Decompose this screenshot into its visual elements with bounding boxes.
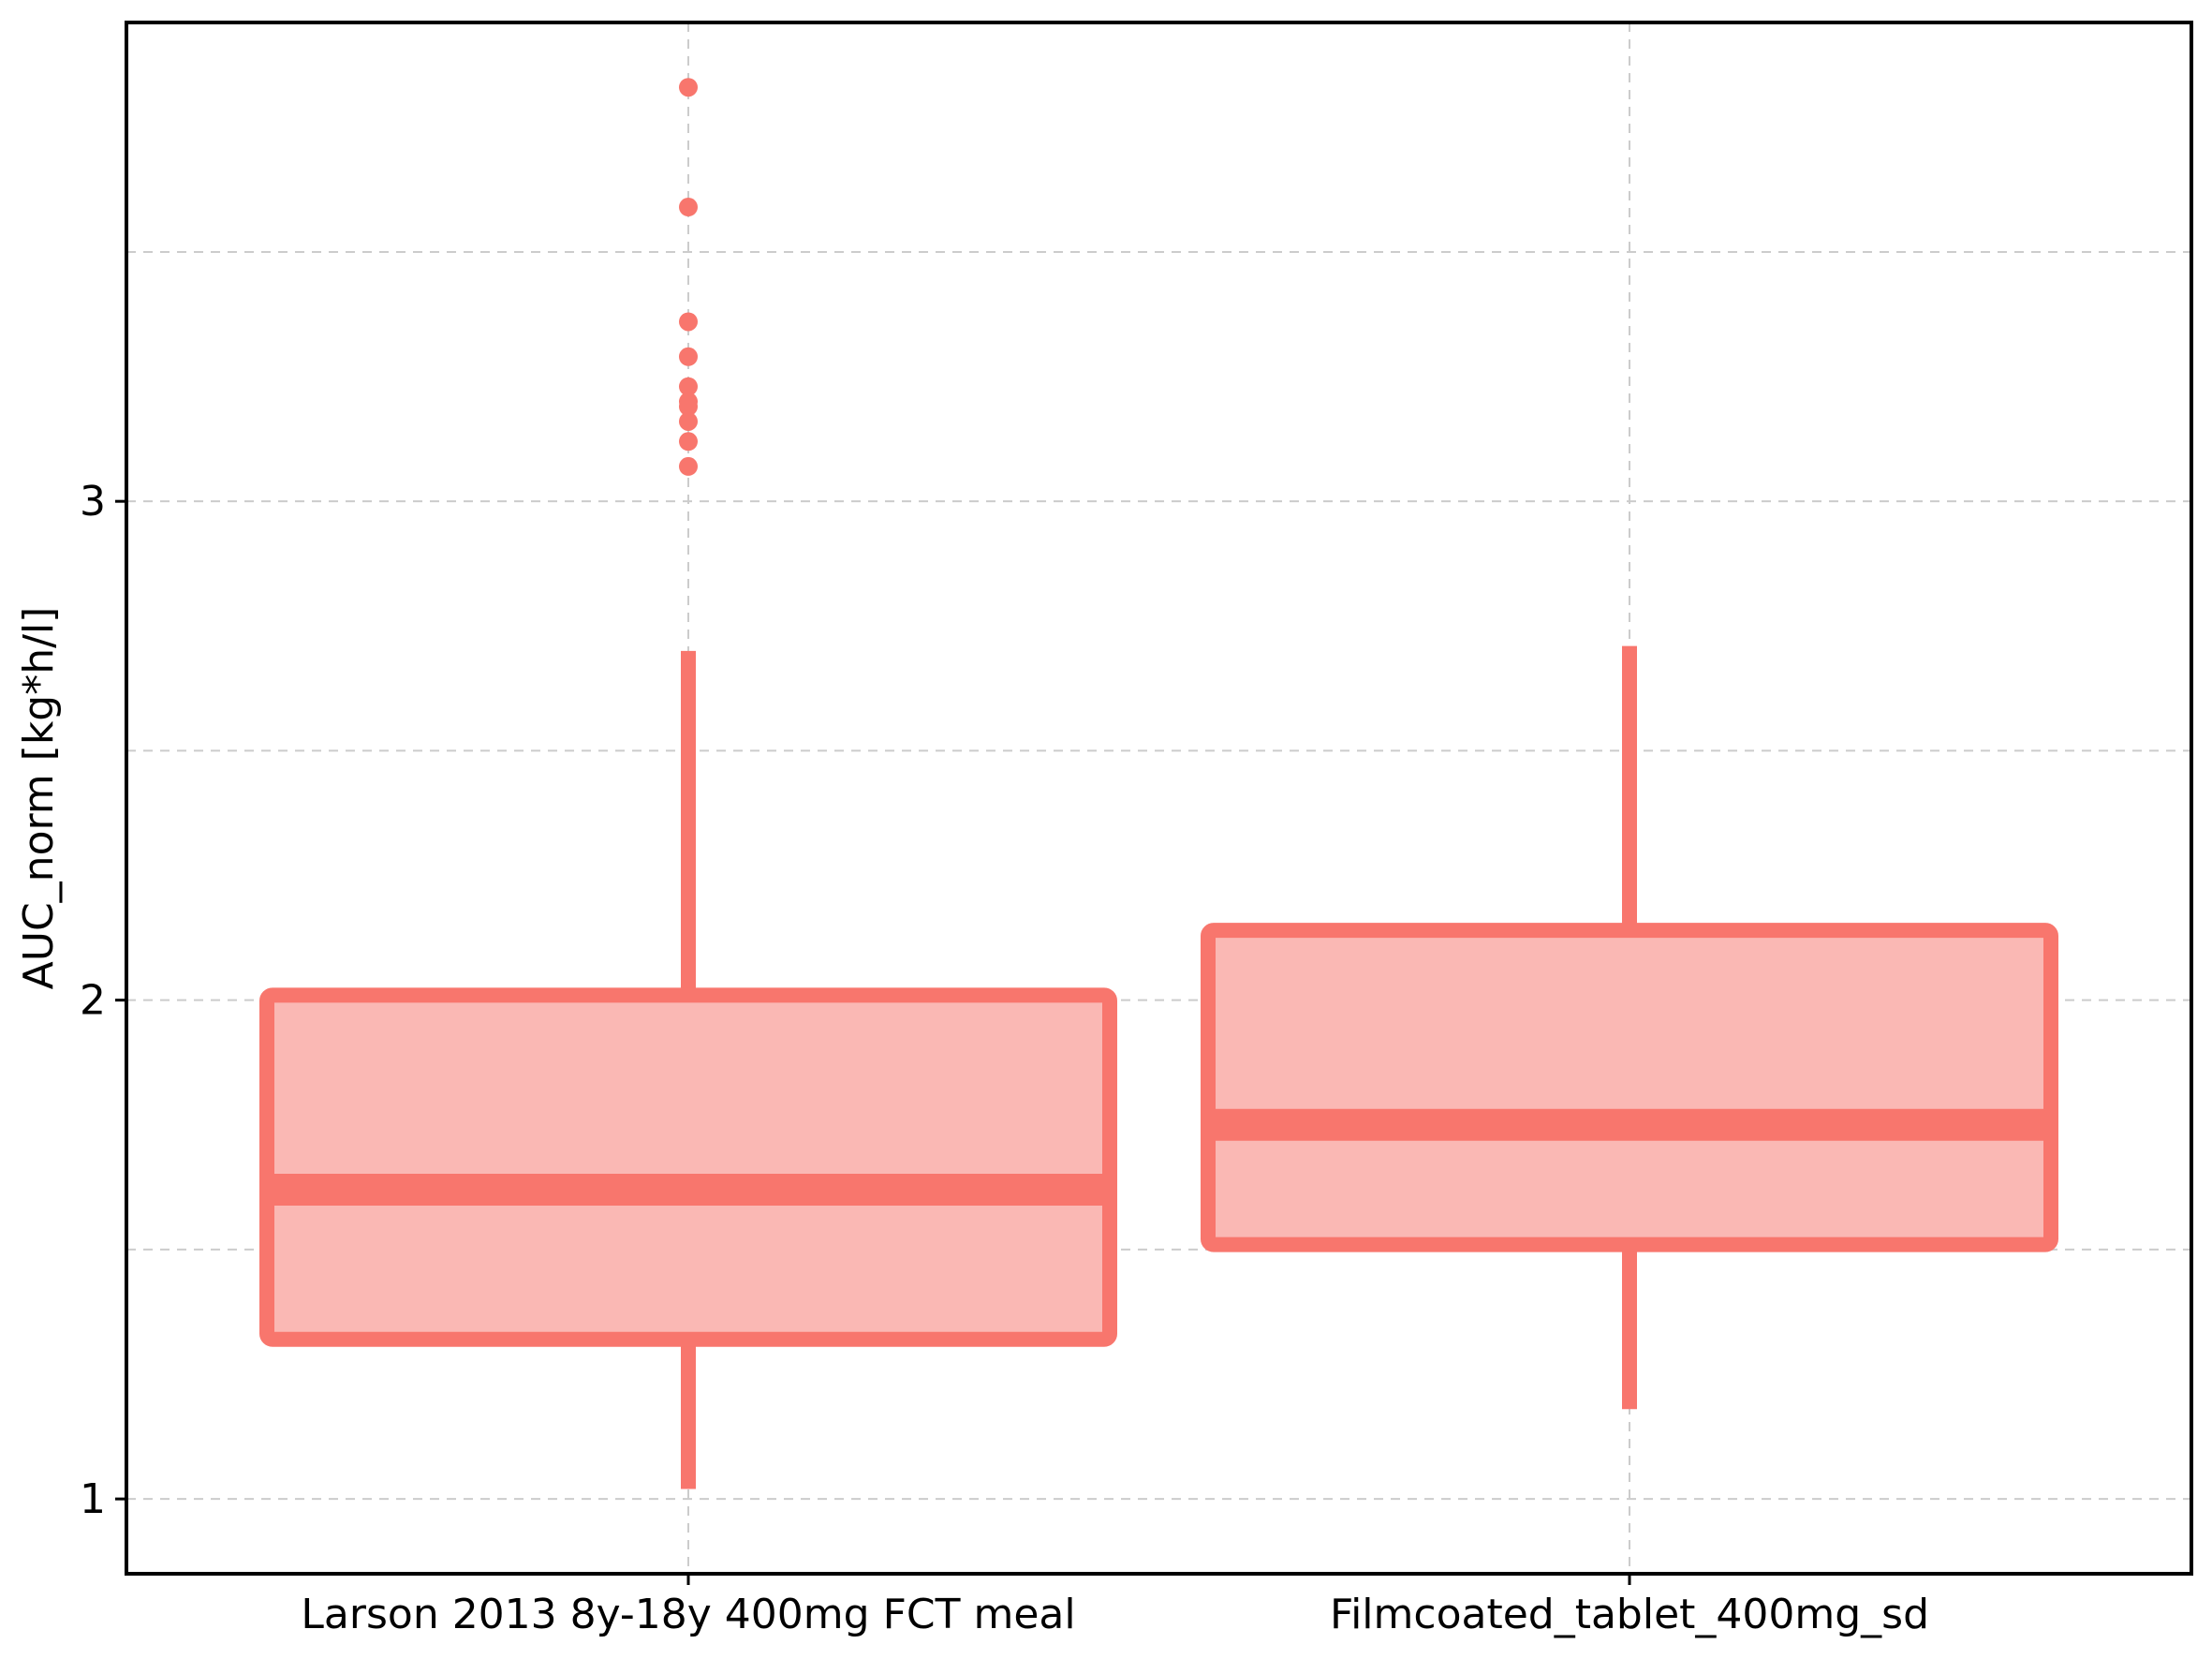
x-tick-label: Filmcoated_tablet_400mg_sd (1330, 1591, 1929, 1638)
x-tick-label: Larson 2013 8y-18y 400mg FCT meal (301, 1591, 1075, 1638)
iqr-box (259, 987, 1117, 1347)
outlier-point (679, 377, 698, 396)
outlier-point (679, 347, 698, 366)
y-tick-label: 2 (80, 977, 106, 1025)
plot-frame (125, 21, 2193, 1576)
y-tick-label: 3 (80, 478, 106, 526)
outlier-point (679, 432, 698, 452)
outlier-point (679, 78, 698, 97)
tick-layer: 1 2 3 Larson 2013 8y-18y 400mg FCT meal Film… (80, 478, 1929, 1638)
outlier-point (679, 198, 698, 217)
box-layer (259, 78, 2058, 1489)
outlier-point (679, 312, 698, 332)
y-tick-label: 1 (80, 1475, 106, 1523)
iqr-box (1201, 923, 2058, 1252)
outlier-point (679, 411, 698, 431)
outlier-point (679, 456, 698, 476)
y-axis-label: AUC_norm [kg*h/l] (15, 607, 63, 990)
outlier-point (679, 392, 698, 411)
